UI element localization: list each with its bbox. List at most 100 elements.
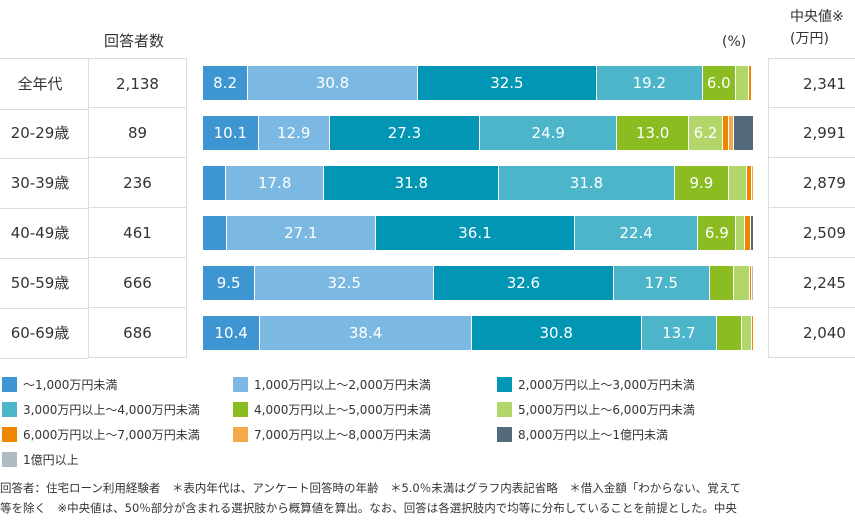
data-label: 24.9 — [531, 124, 565, 142]
legend-item: 8,000万円以上〜1億円未満 — [497, 426, 668, 443]
data-label: 13.0 — [635, 124, 670, 142]
age-group-label: 20-29歳 — [0, 108, 88, 159]
respondent-count: 666 — [88, 258, 187, 308]
legend-swatch — [497, 402, 512, 417]
respondent-count: 461 — [88, 208, 187, 258]
bar-segment: 13.7 — [641, 316, 718, 350]
legend-label: 5,000万円以上〜6,000万円未満 — [518, 403, 695, 417]
legend-swatch — [2, 427, 17, 442]
legend-label: 〜1,000万円未満 — [23, 378, 118, 392]
data-label: 6.9 — [704, 224, 729, 242]
bar-segment — [752, 316, 754, 350]
age-group-label: 30-39歳 — [0, 158, 88, 209]
age-group-label: 50-59歳 — [0, 258, 88, 309]
data-label: 17.8 — [257, 174, 292, 192]
respondents-header: 回答者数 — [104, 32, 165, 50]
bar-segment: 17.5 — [613, 266, 710, 300]
percent-unit: (%) — [722, 34, 747, 50]
stacked-bar: 10.4 38.4 30.8 13.7 — [203, 316, 754, 350]
bar-segment: 27.3 — [329, 116, 481, 150]
legend-item: 3,000万円以上〜4,000万円未満 — [2, 401, 200, 418]
bar-segment: 36.1 — [376, 216, 575, 250]
data-label: 10.1 — [213, 124, 248, 142]
median-value: 2,341 — [768, 58, 855, 108]
bar-segment — [203, 166, 227, 200]
legend-item: 〜1,000万円未満 — [2, 376, 117, 393]
respondent-count: 236 — [88, 158, 187, 208]
bar-segment — [728, 116, 735, 150]
bar-segment: 27.1 — [226, 216, 376, 250]
bar-segment: 6.0 — [702, 66, 736, 100]
legend-swatch — [2, 452, 17, 467]
median-value: 2,245 — [768, 258, 855, 308]
median-header-unit: (万円) — [790, 31, 829, 47]
legend-swatch — [233, 402, 248, 417]
legend-item: 4,000万円以上〜5,000万円未満 — [233, 401, 431, 418]
data-label: 32.6 — [506, 274, 541, 292]
bar-segment: 19.2 — [596, 66, 703, 100]
age-group-label: 40-49歳 — [0, 208, 88, 259]
median-value: 2,879 — [768, 158, 855, 208]
legend-label: 2,000万円以上〜3,000万円未満 — [518, 378, 695, 392]
bar-segment — [723, 116, 729, 150]
median-value: 2,509 — [768, 208, 855, 258]
data-label: 31.8 — [569, 174, 604, 192]
data-label: 30.8 — [539, 324, 573, 342]
legend-label: 6,000万円以上〜7,000万円未満 — [23, 428, 200, 442]
bar-segment — [742, 316, 753, 350]
bar-segment: 30.8 — [248, 66, 418, 100]
data-label: 27.1 — [284, 224, 318, 242]
stacked-bar: 8.2 30.8 32.5 19.2 6.0 — [203, 66, 754, 100]
data-label: 9.5 — [216, 274, 241, 292]
bar-segment — [734, 116, 754, 150]
legend-swatch — [497, 377, 512, 392]
data-label: 31.8 — [394, 174, 428, 192]
respondent-count: 686 — [88, 308, 187, 358]
legend-item: 2,000万円以上〜3,000万円未満 — [497, 376, 695, 393]
footnote-2: 等を除く ※中央値は、50％部分が含まれる選択肢から概算値を算出。なお、回答は各… — [0, 501, 737, 515]
bar-segment — [750, 266, 752, 300]
bar-segment: 6.2 — [688, 116, 724, 150]
data-label: 17.5 — [644, 274, 678, 292]
bar-segment: 32.6 — [434, 266, 614, 300]
bar-segment: 8.2 — [203, 66, 249, 100]
bar-segment — [752, 166, 754, 200]
bar-segment: 9.9 — [674, 166, 730, 200]
legend-swatch — [233, 377, 248, 392]
legend-label: 1,000万円以上〜2,000万円未満 — [254, 378, 431, 392]
bar-segment: 30.8 — [471, 316, 642, 350]
legend-item: 1億円以上 — [2, 451, 79, 468]
data-label: 27.3 — [387, 124, 422, 142]
bar-segment — [735, 66, 749, 100]
stacked-bar: 27.1 36.1 22.4 6.9 — [203, 216, 754, 250]
legend-swatch — [2, 377, 17, 392]
median-header: 中央値※ (万円) — [790, 6, 844, 50]
legend-label: 4,000万円以上〜5,000万円未満 — [254, 403, 431, 417]
bar-segment — [752, 66, 754, 100]
data-label: 6.2 — [693, 124, 718, 142]
data-label: 32.5 — [327, 274, 361, 292]
data-label: 30.8 — [315, 74, 350, 92]
legend-label: 3,000万円以上〜4,000万円未満 — [23, 403, 200, 417]
bar-segment — [746, 166, 753, 200]
bar-segment: 17.8 — [226, 166, 325, 200]
data-label: 22.4 — [619, 224, 653, 242]
data-label: 32.5 — [490, 74, 524, 92]
bar-segment: 9.5 — [203, 266, 256, 300]
bar-segment — [750, 216, 754, 250]
data-label: 12.9 — [276, 124, 311, 142]
age-group-label: 60-69歳 — [0, 308, 88, 359]
data-label: 36.1 — [458, 224, 492, 242]
bar-segment — [729, 166, 747, 200]
stacked-bar: 9.5 32.5 32.6 17.5 — [203, 266, 754, 300]
bar-segment: 32.5 — [255, 266, 435, 300]
legend-swatch — [233, 427, 248, 442]
bar-segment: 10.4 — [203, 316, 261, 350]
bar-segment — [736, 216, 746, 250]
legend-item: 1,000万円以上〜2,000万円未満 — [233, 376, 431, 393]
legend-label: 1億円以上 — [23, 453, 79, 467]
bar-segment: 6.9 — [698, 216, 737, 250]
data-label: 38.4 — [348, 324, 383, 342]
bar-segment — [203, 216, 227, 250]
bar-segment: 10.1 — [203, 116, 259, 150]
